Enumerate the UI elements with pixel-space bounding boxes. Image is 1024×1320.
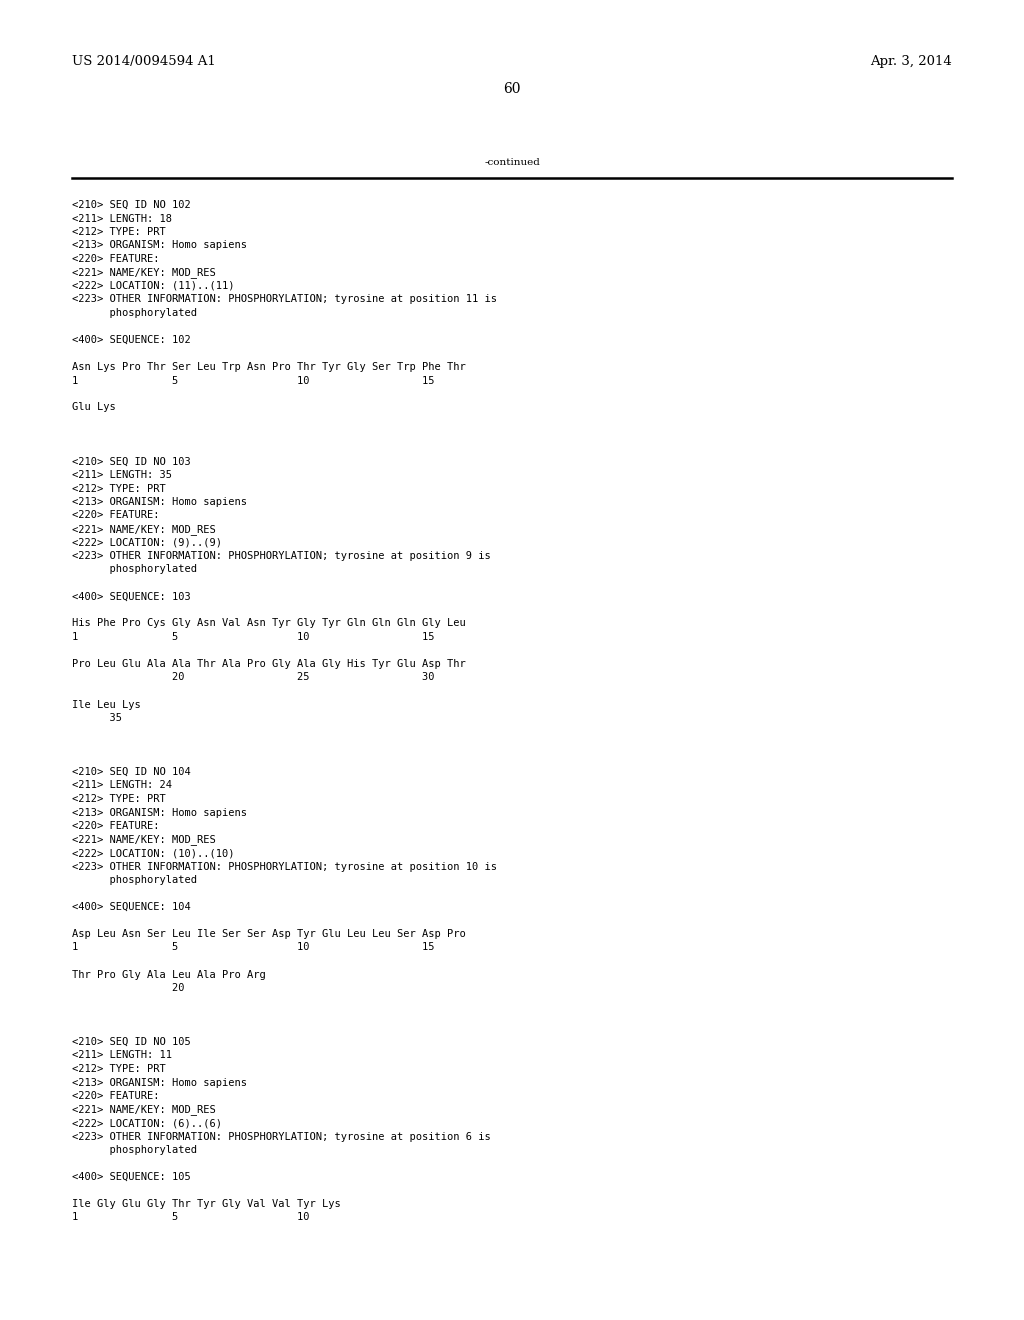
Text: <221> NAME/KEY: MOD_RES: <221> NAME/KEY: MOD_RES [72,834,216,845]
Text: phosphorylated: phosphorylated [72,308,197,318]
Text: US 2014/0094594 A1: US 2014/0094594 A1 [72,55,216,69]
Text: Apr. 3, 2014: Apr. 3, 2014 [870,55,952,69]
Text: phosphorylated: phosphorylated [72,875,197,884]
Text: <221> NAME/KEY: MOD_RES: <221> NAME/KEY: MOD_RES [72,268,216,279]
Text: <211> LENGTH: 11: <211> LENGTH: 11 [72,1051,172,1060]
Text: <211> LENGTH: 18: <211> LENGTH: 18 [72,214,172,223]
Text: <212> TYPE: PRT: <212> TYPE: PRT [72,1064,166,1074]
Text: <213> ORGANISM: Homo sapiens: <213> ORGANISM: Homo sapiens [72,498,247,507]
Text: His Phe Pro Cys Gly Asn Val Asn Tyr Gly Tyr Gln Gln Gln Gly Leu: His Phe Pro Cys Gly Asn Val Asn Tyr Gly … [72,619,466,628]
Text: Thr Pro Gly Ala Leu Ala Pro Arg: Thr Pro Gly Ala Leu Ala Pro Arg [72,969,266,979]
Text: <400> SEQUENCE: 102: <400> SEQUENCE: 102 [72,335,190,345]
Text: <400> SEQUENCE: 103: <400> SEQUENCE: 103 [72,591,190,602]
Text: <400> SEQUENCE: 105: <400> SEQUENCE: 105 [72,1172,190,1181]
Text: <223> OTHER INFORMATION: PHOSPHORYLATION; tyrosine at position 9 is: <223> OTHER INFORMATION: PHOSPHORYLATION… [72,550,490,561]
Text: <221> NAME/KEY: MOD_RES: <221> NAME/KEY: MOD_RES [72,524,216,535]
Text: Glu Lys: Glu Lys [72,403,116,412]
Text: 35: 35 [72,713,122,723]
Text: 20: 20 [72,983,184,993]
Text: <400> SEQUENCE: 104: <400> SEQUENCE: 104 [72,902,190,912]
Text: 1               5                   10                  15: 1 5 10 15 [72,375,434,385]
Text: 1               5                   10                  15: 1 5 10 15 [72,632,434,642]
Text: <210> SEQ ID NO 102: <210> SEQ ID NO 102 [72,201,190,210]
Text: <212> TYPE: PRT: <212> TYPE: PRT [72,795,166,804]
Text: 1               5                   10: 1 5 10 [72,1213,309,1222]
Text: <220> FEATURE:: <220> FEATURE: [72,1092,160,1101]
Text: <221> NAME/KEY: MOD_RES: <221> NAME/KEY: MOD_RES [72,1105,216,1115]
Text: <220> FEATURE:: <220> FEATURE: [72,511,160,520]
Text: <210> SEQ ID NO 105: <210> SEQ ID NO 105 [72,1038,190,1047]
Text: Asp Leu Asn Ser Leu Ile Ser Ser Asp Tyr Glu Leu Leu Ser Asp Pro: Asp Leu Asn Ser Leu Ile Ser Ser Asp Tyr … [72,929,466,939]
Text: Ile Gly Glu Gly Thr Tyr Gly Val Val Tyr Lys: Ile Gly Glu Gly Thr Tyr Gly Val Val Tyr … [72,1199,341,1209]
Text: <212> TYPE: PRT: <212> TYPE: PRT [72,227,166,238]
Text: <223> OTHER INFORMATION: PHOSPHORYLATION; tyrosine at position 11 is: <223> OTHER INFORMATION: PHOSPHORYLATION… [72,294,497,305]
Text: <211> LENGTH: 35: <211> LENGTH: 35 [72,470,172,480]
Text: 20                  25                  30: 20 25 30 [72,672,434,682]
Text: Asn Lys Pro Thr Ser Leu Trp Asn Pro Thr Tyr Gly Ser Trp Phe Thr: Asn Lys Pro Thr Ser Leu Trp Asn Pro Thr … [72,362,466,372]
Text: <213> ORGANISM: Homo sapiens: <213> ORGANISM: Homo sapiens [72,1077,247,1088]
Text: Pro Leu Glu Ala Ala Thr Ala Pro Gly Ala Gly His Tyr Glu Asp Thr: Pro Leu Glu Ala Ala Thr Ala Pro Gly Ala … [72,659,466,669]
Text: <222> LOCATION: (11)..(11): <222> LOCATION: (11)..(11) [72,281,234,290]
Text: <220> FEATURE:: <220> FEATURE: [72,253,160,264]
Text: <212> TYPE: PRT: <212> TYPE: PRT [72,483,166,494]
Text: phosphorylated: phosphorylated [72,565,197,574]
Text: <223> OTHER INFORMATION: PHOSPHORYLATION; tyrosine at position 10 is: <223> OTHER INFORMATION: PHOSPHORYLATION… [72,862,497,871]
Text: <213> ORGANISM: Homo sapiens: <213> ORGANISM: Homo sapiens [72,808,247,817]
Text: <222> LOCATION: (10)..(10): <222> LOCATION: (10)..(10) [72,847,234,858]
Text: <222> LOCATION: (9)..(9): <222> LOCATION: (9)..(9) [72,537,222,548]
Text: <213> ORGANISM: Homo sapiens: <213> ORGANISM: Homo sapiens [72,240,247,251]
Text: Ile Leu Lys: Ile Leu Lys [72,700,140,710]
Text: -continued: -continued [484,158,540,168]
Text: <211> LENGTH: 24: <211> LENGTH: 24 [72,780,172,791]
Text: <210> SEQ ID NO 104: <210> SEQ ID NO 104 [72,767,190,777]
Text: 60: 60 [503,82,521,96]
Text: <220> FEATURE:: <220> FEATURE: [72,821,160,832]
Text: phosphorylated: phosphorylated [72,1144,197,1155]
Text: <210> SEQ ID NO 103: <210> SEQ ID NO 103 [72,457,190,466]
Text: <223> OTHER INFORMATION: PHOSPHORYLATION; tyrosine at position 6 is: <223> OTHER INFORMATION: PHOSPHORYLATION… [72,1131,490,1142]
Text: <222> LOCATION: (6)..(6): <222> LOCATION: (6)..(6) [72,1118,222,1129]
Text: 1               5                   10                  15: 1 5 10 15 [72,942,434,953]
